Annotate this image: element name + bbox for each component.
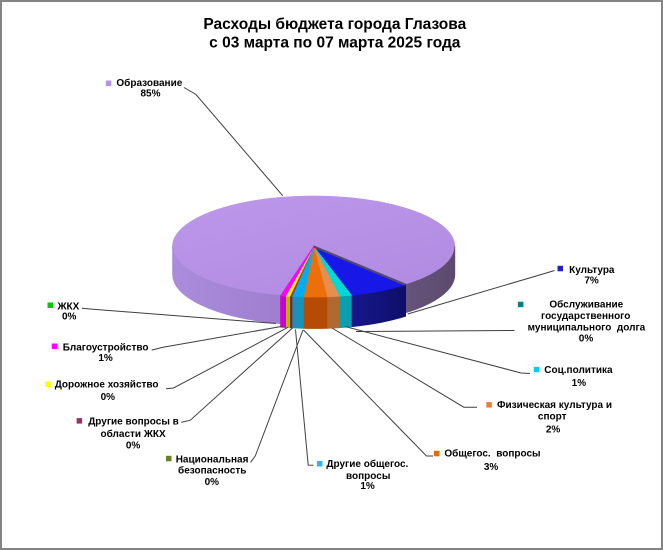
svg-text:3%: 3% [484,462,499,473]
svg-text:безопасность: безопасность [178,465,246,477]
svg-text:2%: 2% [546,424,561,435]
svg-text:вопросы: вопросы [346,471,390,482]
svg-text:Образование: Образование [116,77,182,89]
svg-text:Физическая культура и: Физическая культура и [497,400,612,411]
svg-text:Благоустройство: Благоустройство [63,343,149,354]
svg-text:Национальная: Национальная [176,454,249,465]
svg-text:1%: 1% [360,481,375,492]
svg-text:85%: 85% [140,88,160,99]
svg-text:государственного: государственного [541,311,630,322]
svg-text:с 03 марта по 07 марта 2025 го: с 03 марта по 07 марта 2025 года [209,35,461,52]
svg-text:Другие вопросы в: Другие вопросы в [88,416,179,427]
svg-text:области ЖКХ: области ЖКХ [101,428,166,440]
svg-text:Другие общегос.: Другие общегос. [326,458,408,470]
svg-text:0%: 0% [205,477,220,488]
svg-text:Культура: Культура [569,265,615,276]
svg-text:муниципального долга: муниципального долга [528,322,646,333]
svg-text:1%: 1% [572,378,587,389]
svg-text:ЖКХ: ЖКХ [57,301,80,312]
svg-text:0%: 0% [62,312,77,323]
svg-text:Расходы бюджета города Глазова: Расходы бюджета города Глазова [203,16,466,33]
svg-text:1%: 1% [98,353,113,364]
svg-text:0%: 0% [126,441,141,452]
svg-text:Соц.политика: Соц.политика [544,365,613,376]
svg-text:Обслуживание: Обслуживание [549,299,623,311]
svg-text:0%: 0% [579,334,594,345]
svg-text:Общегос. вопросы: Общегос. вопросы [444,448,540,460]
svg-text:Дорожное хозяйство: Дорожное хозяйство [55,380,159,391]
svg-text:7%: 7% [584,275,599,286]
svg-text:0%: 0% [101,392,116,403]
svg-text:спорт: спорт [538,412,567,423]
